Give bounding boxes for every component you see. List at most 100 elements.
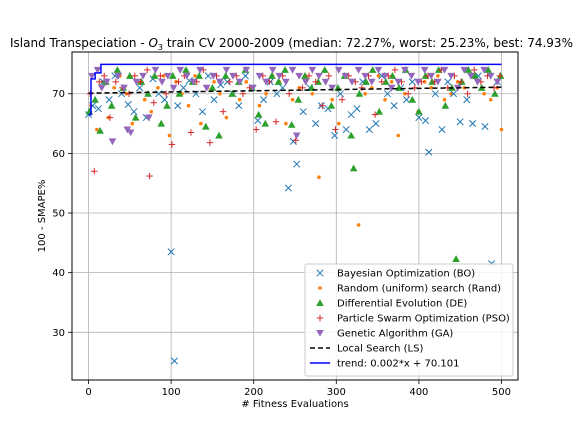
x-stroke	[241, 72, 249, 80]
data-point	[149, 109, 154, 114]
data-point	[112, 78, 119, 86]
data-point	[299, 84, 306, 91]
data-point	[450, 90, 458, 98]
data-point	[480, 66, 488, 74]
data-point	[488, 97, 493, 102]
x-stroke	[174, 102, 182, 110]
data-point	[389, 80, 394, 84]
data-point	[383, 90, 392, 98]
data-point	[317, 175, 321, 180]
data-point	[261, 119, 270, 127]
data-point	[284, 184, 292, 192]
data-point	[208, 83, 217, 91]
data-point	[196, 66, 204, 74]
data-point	[221, 72, 230, 79]
data-point	[182, 66, 190, 73]
data-point	[274, 78, 283, 85]
x-stroke	[421, 117, 430, 125]
x-stroke	[284, 184, 292, 192]
title-subscript: 3	[158, 43, 163, 52]
data-point	[229, 72, 237, 80]
data-point	[161, 74, 166, 78]
data-point	[394, 78, 403, 86]
data-point	[294, 95, 303, 103]
data-point	[254, 110, 263, 118]
x-stroke	[469, 120, 477, 128]
data-point	[353, 105, 361, 113]
data-point	[97, 84, 106, 92]
data-point	[209, 72, 218, 80]
x-tick-label: 100	[162, 387, 181, 398]
data-point	[382, 78, 390, 85]
x-stroke	[254, 117, 262, 125]
data-point	[105, 96, 113, 104]
data-point	[436, 74, 440, 78]
data-point	[108, 138, 117, 146]
x-stroke	[130, 108, 138, 116]
data-point	[499, 127, 504, 132]
y-tick-label: 30	[52, 328, 65, 339]
data-point	[299, 108, 307, 116]
data-point	[130, 121, 135, 126]
data-point	[341, 72, 350, 80]
data-point	[401, 66, 409, 74]
x-stroke	[365, 125, 373, 134]
data-point	[293, 160, 301, 168]
legend-marker	[316, 329, 324, 337]
data-point	[268, 66, 277, 74]
x-stroke	[198, 108, 207, 116]
legend-items: Bayesian Optimization (BO) Random (unifor…	[310, 269, 510, 370]
x-stroke	[450, 90, 458, 98]
data-point	[320, 66, 329, 73]
data-point	[375, 107, 384, 115]
data-point	[216, 78, 224, 86]
x-stroke	[438, 125, 446, 134]
data-point	[356, 223, 361, 227]
x-stroke	[118, 90, 126, 98]
x-stroke	[210, 96, 218, 104]
data-point	[481, 122, 489, 131]
data-point	[338, 96, 346, 103]
data-point	[183, 72, 191, 80]
data-point	[101, 72, 108, 80]
data-point	[252, 126, 260, 133]
data-point	[96, 78, 103, 86]
data-point	[150, 72, 159, 79]
data-point	[368, 78, 376, 86]
data-point	[315, 72, 323, 80]
data-point	[176, 66, 184, 74]
data-point	[143, 66, 151, 74]
legend-label: Genetic Algorithm (GA)	[337, 329, 453, 340]
data-point	[125, 90, 133, 97]
data-point	[390, 102, 398, 110]
data-point	[241, 72, 249, 80]
data-point	[358, 84, 366, 91]
chart-title: Island Transpeciation - O3 train CV 2000…	[10, 36, 573, 52]
legend-marker	[316, 269, 324, 277]
data-point	[444, 78, 452, 86]
x-tick-label: 200	[244, 387, 263, 398]
data-point	[404, 90, 412, 97]
data-point	[434, 78, 442, 86]
data-point	[131, 72, 138, 80]
data-point	[167, 248, 175, 256]
data-point	[415, 107, 423, 115]
data-point	[235, 78, 244, 86]
data-point	[334, 66, 343, 74]
x-stroke	[347, 111, 355, 119]
trend-line	[88, 63, 502, 116]
data-point	[374, 66, 383, 74]
legend-label: Bayesian Optimization (BO)	[337, 269, 475, 280]
data-point	[441, 101, 450, 109]
x-stroke	[408, 78, 416, 86]
x-stroke	[353, 105, 361, 113]
x-stroke	[425, 148, 433, 156]
legend-label: Local Search (LS)	[337, 344, 423, 355]
data-point	[244, 80, 249, 84]
x-stroke	[293, 160, 301, 168]
x-stroke	[372, 120, 380, 128]
data-point	[93, 66, 102, 74]
legend-box	[304, 263, 514, 377]
data-point	[142, 97, 147, 102]
data-point	[463, 96, 471, 104]
